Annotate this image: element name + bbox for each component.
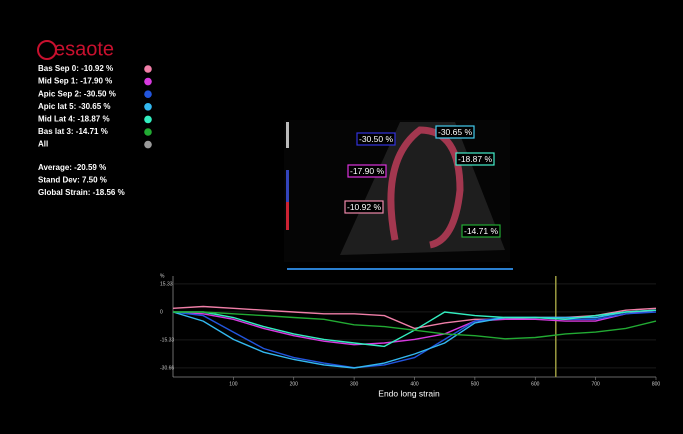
legend-dot (144, 116, 152, 124)
legend-dot (144, 103, 152, 111)
x-tick-label: 700 (591, 381, 600, 387)
logo: esaote (54, 38, 114, 60)
x-tick-label: 100 (229, 381, 238, 387)
legend-label: Bas lat 3: -14.71 % (38, 127, 108, 136)
x-tick-label: 600 (531, 381, 540, 387)
legend-label: Bas Sep 0: -10.92 % (38, 64, 113, 73)
y-tick-label: -15.33 (160, 337, 174, 343)
x-tick-label: 800 (652, 381, 661, 387)
legend-dot (144, 141, 152, 149)
ultrasound-image (284, 120, 513, 270)
y-tick-label: 0 (160, 309, 163, 315)
image-label: -17.90 % (350, 166, 384, 176)
legend-dot (144, 65, 152, 73)
y-tick-label: -30.66 (160, 365, 174, 371)
legend-dot (144, 128, 152, 136)
stat: Average: -20.59 % (38, 163, 106, 172)
image-label: -14.71 % (464, 226, 498, 236)
legend-dot (144, 90, 152, 98)
image-label: -30.65 % (438, 127, 472, 137)
stat: Stand Dev: 7.50 % (38, 176, 107, 185)
x-tick-label: 200 (290, 381, 299, 387)
screen: esaote Bas Sep 0: -10.92 % Mid Sep 1: -17… (0, 0, 683, 434)
x-tick-label: 300 (350, 381, 359, 387)
y-tick-label: 15.33 (160, 281, 173, 287)
x-axis-label: Endo long strain (378, 388, 440, 398)
legend-dot (144, 78, 152, 86)
image-label: -18.87 % (458, 154, 492, 164)
x-tick-label: 400 (410, 381, 419, 387)
legend-label: Mid Sep 1: -17.90 % (38, 77, 112, 86)
x-tick-label: 500 (471, 381, 480, 387)
legend-label: Apic Sep 2: -30.50 % (38, 89, 116, 98)
legend-label: Apic lat 5: -30.65 % (38, 102, 110, 111)
y-unit: % (160, 273, 165, 279)
stat: Global Strain: -18.56 % (38, 188, 125, 197)
legend-label: All (38, 140, 48, 149)
image-label: -10.92 % (347, 202, 381, 212)
legend-label: Mid Lat 4: -18.87 % (38, 115, 110, 124)
image-label: -30.50 % (359, 134, 393, 144)
